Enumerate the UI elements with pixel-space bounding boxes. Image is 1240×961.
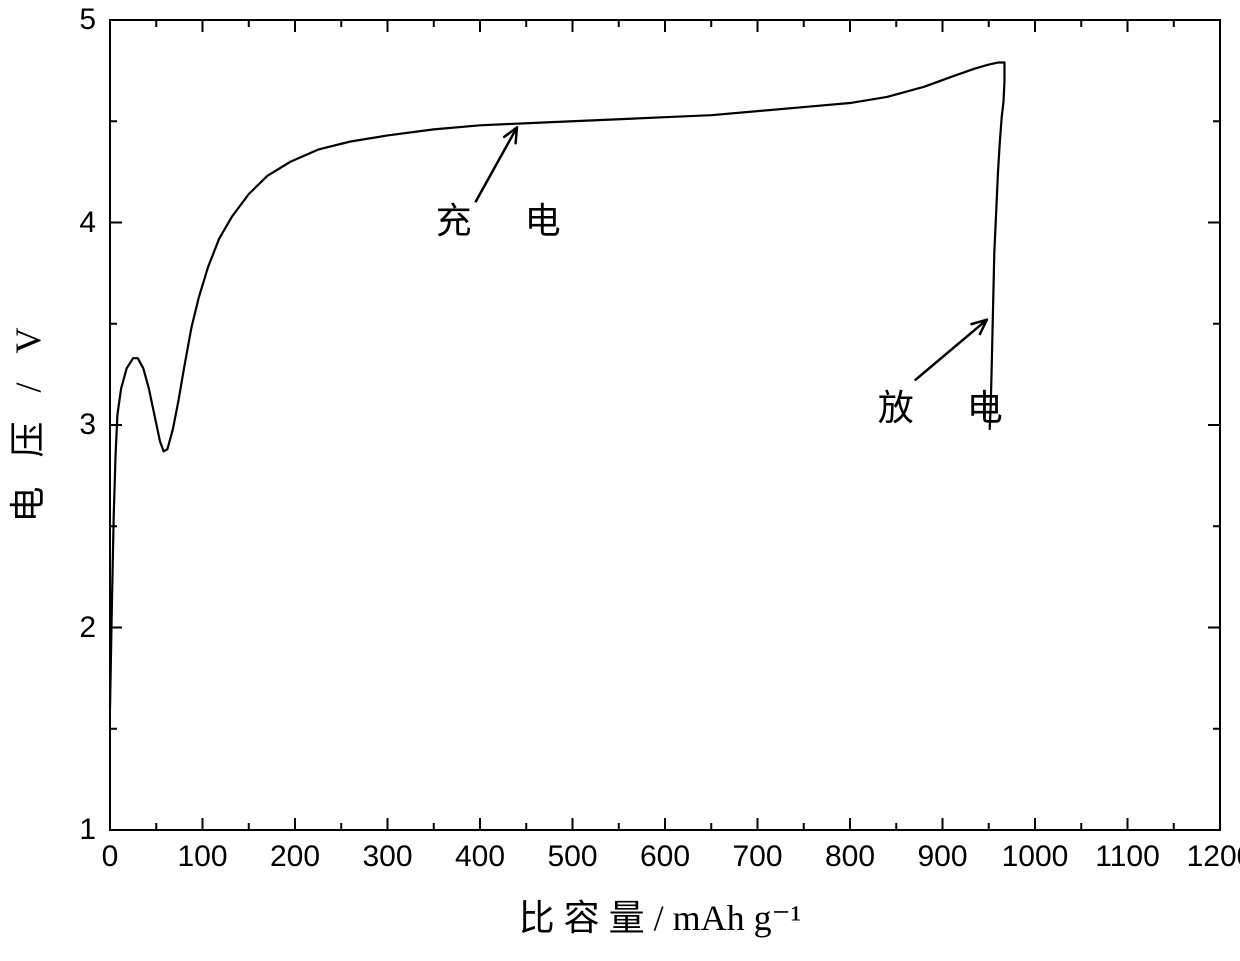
plot-svg [0,0,1240,961]
y-tick-label: 3 [79,408,96,442]
y-tick-label: 1 [79,813,96,847]
y-tick-label: 5 [79,3,96,37]
x-tick-label: 900 [917,840,967,874]
x-tick-label: 1100 [1095,840,1160,874]
x-tick-label: 1200 [1187,840,1240,874]
chart-figure: 电 压 / V 比 容 量 / mAh g⁻¹ 充 电 放 电 01002003… [0,0,1240,961]
y-tick-label: 2 [79,611,96,645]
x-tick-label: 600 [640,840,690,874]
x-tick-label: 100 [177,840,227,874]
x-tick-label: 0 [102,840,119,874]
x-tick-label: 300 [362,840,412,874]
x-tick-label: 800 [825,840,875,874]
x-tick-label: 700 [732,840,782,874]
x-tick-label: 400 [455,840,505,874]
x-tick-label: 500 [547,840,597,874]
y-tick-label: 4 [79,206,96,240]
x-tick-label: 200 [270,840,320,874]
x-tick-label: 1000 [1002,840,1069,874]
